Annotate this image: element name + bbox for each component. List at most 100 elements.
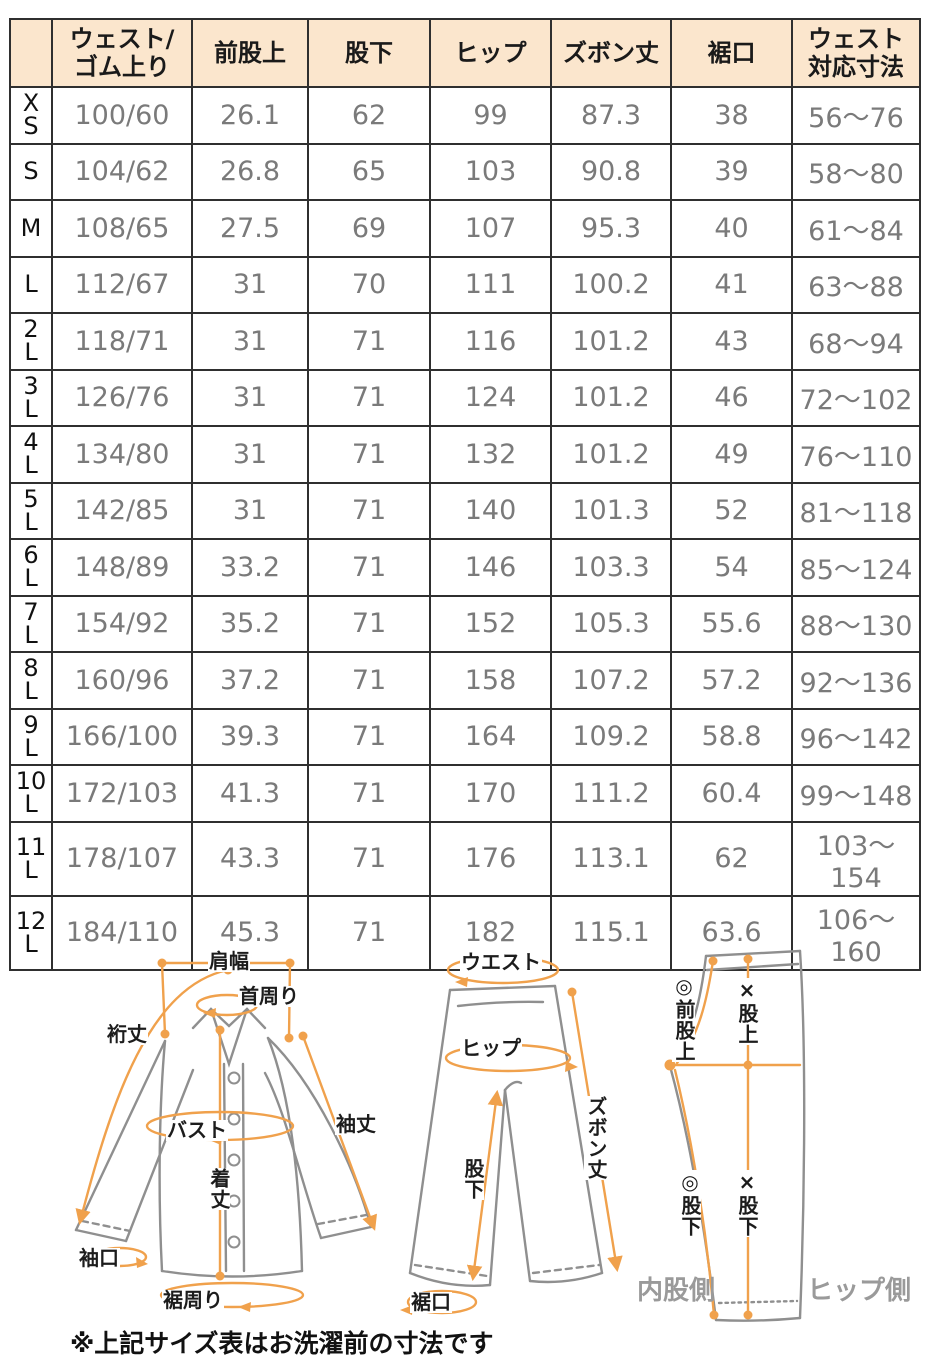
size-label: 3 L [9, 368, 53, 427]
hem-around-ellipse [159, 1281, 305, 1309]
shirt-figure [74, 1007, 373, 1278]
table-cell: 90.8 [550, 142, 672, 201]
size-label: 11 L [9, 820, 53, 897]
table-cell: 111 [429, 255, 552, 314]
table-cell: 178/107 [51, 820, 193, 897]
table-cell: 124 [429, 368, 552, 427]
header-row: ウェスト/ ゴム上り 前股上 股下 ヒップ ズボン丈 裾口 ウェスト 対応寸法 [9, 18, 921, 88]
table-cell: 43 [670, 312, 793, 371]
table-row: 9 L 166/100 39.3 71 164 109.2 58.8 96〜142 [9, 707, 921, 766]
table-cell: 101.2 [550, 368, 672, 427]
table-cell: 71 [307, 820, 431, 897]
size-label: 10 L [9, 764, 53, 823]
table-row: 8 L 160/96 37.2 71 158 107.2 57.2 92〜136 [9, 651, 921, 710]
table-cell: 71 [307, 538, 431, 597]
size-label: M [9, 199, 53, 258]
table-cell: 33.2 [191, 538, 309, 597]
label-body-length: 着丈 [207, 1168, 231, 1210]
table-cell: 112/67 [51, 255, 193, 314]
table-cell: 38 [670, 86, 793, 145]
table-cell: 71 [307, 481, 431, 540]
table-cell: 41.3 [191, 764, 309, 823]
table-cell: 146 [429, 538, 552, 597]
table-cell: 68〜94 [791, 312, 921, 371]
table-cell: 100.2 [550, 255, 672, 314]
table-cell: 76〜110 [791, 425, 921, 484]
table-cell: 158 [429, 651, 552, 710]
table-cell: 81〜118 [791, 481, 921, 540]
table-cell: 54 [670, 538, 793, 597]
table-cell: 71 [307, 764, 431, 823]
table-cell: 31 [191, 312, 309, 371]
table-cell: 71 [307, 594, 431, 653]
label-hip: ヒップ [460, 1036, 522, 1060]
table-cell: 37.2 [191, 651, 309, 710]
table-cell: 56〜76 [791, 86, 921, 145]
size-label: 8 L [9, 651, 53, 710]
table-cell: 39.3 [191, 707, 309, 766]
table-cell: 69 [307, 199, 431, 258]
size-table-body: X S 100/60 26.1 62 99 87.3 38 56〜76 S 104/62 26.8 6… [9, 86, 921, 971]
table-cell: 107 [429, 199, 552, 258]
label-rise: ×股上 [735, 978, 759, 1045]
table-cell: 55.6 [670, 594, 793, 653]
table-cell: 172/103 [51, 764, 193, 823]
size-label: 12 L [9, 894, 53, 971]
table-cell: 62 [307, 86, 431, 145]
size-table: ウェスト/ ゴム上り 前股上 股下 ヒップ ズボン丈 裾口 ウェスト 対応寸法 X S 100… [9, 18, 921, 971]
size-table-container: ウェスト/ ゴム上り 前股上 股下 ヒップ ズボン丈 裾口 ウェスト 対応寸法 X S 100… [9, 18, 921, 971]
label-neck: 首周り [238, 984, 300, 1008]
size-label: 4 L [9, 425, 53, 484]
table-row: 5 L 142/85 31 71 140 101.3 52 81〜118 [9, 481, 921, 540]
table-cell: 113.1 [550, 820, 672, 897]
label-sleeve-length: 袖丈 [335, 1112, 377, 1136]
table-cell: 100/60 [51, 86, 193, 145]
size-label: 2 L [9, 312, 53, 371]
diagram-artwork [74, 949, 806, 1322]
table-row: 10 L 172/103 41.3 71 170 111.2 60.4 99〜148 [9, 764, 921, 823]
table-cell: 71 [307, 894, 431, 971]
table-row: 3 L 126/76 31 71 124 101.2 46 72〜102 [9, 368, 921, 427]
table-row: 7 L 154/92 35.2 71 152 105.3 55.6 88〜130 [9, 594, 921, 653]
label-cuff: 袖口 [78, 1246, 120, 1270]
table-row: M 108/65 27.5 69 107 95.3 40 61〜84 [9, 199, 921, 258]
label-inseam-a: ◎股下 [678, 1170, 702, 1237]
table-cell: 126/76 [51, 368, 193, 427]
table-cell: 57.2 [670, 651, 793, 710]
table-cell: 96〜142 [791, 707, 921, 766]
table-row: 11 L 178/107 43.3 71 176 113.1 62 103〜154 [9, 820, 921, 897]
label-pants-length: ズボン丈 [584, 1096, 608, 1180]
label-pants-hem: 裾口 [410, 1290, 452, 1314]
table-cell: 43.3 [191, 820, 309, 897]
label-hem-around: 裾周り [162, 1288, 224, 1312]
table-cell: 160/96 [51, 651, 193, 710]
table-cell: 87.3 [550, 86, 672, 145]
table-cell: 71 [307, 368, 431, 427]
table-cell: 105.3 [550, 594, 672, 653]
table-cell: 41 [670, 255, 793, 314]
table-cell: 103 [429, 142, 552, 201]
table-cell: 31 [191, 425, 309, 484]
table-cell: 142/85 [51, 481, 193, 540]
table-cell: 65 [307, 142, 431, 201]
table-row: 2 L 118/71 31 71 116 101.2 43 68〜94 [9, 312, 921, 371]
table-cell: 27.5 [191, 199, 309, 258]
table-cell: 103〜154 [791, 820, 921, 897]
table-cell: 88〜130 [791, 594, 921, 653]
label-bust: バスト [166, 1118, 228, 1142]
table-cell: 31 [191, 481, 309, 540]
table-cell: 140 [429, 481, 552, 540]
table-cell: 118/71 [51, 312, 193, 371]
label-hip-side: ヒップ側 [807, 1276, 912, 1306]
table-cell: 26.8 [191, 142, 309, 201]
table-cell: 152 [429, 594, 552, 653]
table-cell: 60.4 [670, 764, 793, 823]
table-cell: 70 [307, 255, 431, 314]
table-cell: 85〜124 [791, 538, 921, 597]
column-header: ウェスト 対応寸法 [791, 18, 921, 88]
table-cell: 31 [191, 255, 309, 314]
table-cell: 103.3 [550, 538, 672, 597]
table-cell: 58.8 [670, 707, 793, 766]
table-cell: 99 [429, 86, 552, 145]
